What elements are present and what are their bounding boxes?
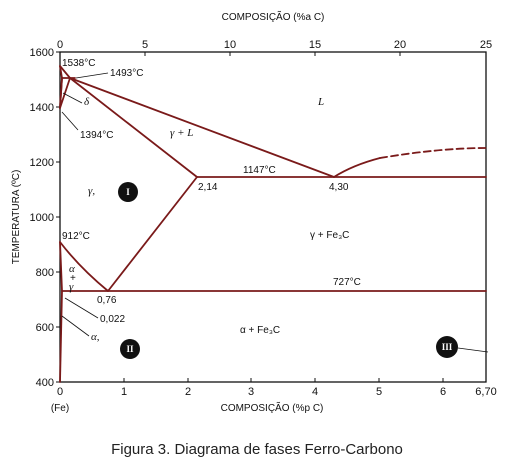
bottom-tick-label: 6,70 (475, 386, 496, 398)
leader-1493 (75, 72, 109, 79)
phase-alpha-gamma-g: γ (69, 281, 74, 293)
region-marker-1 (118, 182, 138, 202)
region-label-3: III (442, 342, 453, 352)
phase-L: L (317, 96, 324, 108)
solidus-line (69, 77, 198, 178)
leader-0022 (64, 297, 99, 319)
label-727: 727°C (333, 277, 361, 288)
region-label-1: I (126, 187, 130, 197)
bottom-tick-label: 2 (185, 386, 191, 398)
phase-gamma-L: γ + L (170, 127, 193, 139)
label-0022: 0,022 (100, 314, 125, 325)
delta-boundary-2 (59, 77, 63, 109)
bottom-tick-label: 0 (57, 386, 63, 398)
top-tick-label: 20 (394, 39, 406, 51)
phase-alpha-gamma-plus: + (70, 273, 76, 284)
leader-delta (62, 92, 83, 104)
label-912: 912°C (62, 231, 90, 242)
phase-alpha-gamma-a: α (69, 263, 75, 275)
bottom-axis-title: COMPOSIÇÃO (%p C) (221, 401, 324, 414)
figure-caption: Figura 3. Diagrama de fases Ferro-Carbon… (111, 441, 403, 458)
leader-1394 (61, 111, 79, 131)
label-1493: 1493°C (110, 68, 143, 79)
y-tick-label: 1200 (30, 157, 54, 169)
liquidus-dashed (379, 147, 487, 159)
region-label-2: II (126, 344, 134, 354)
a3-line (59, 241, 109, 292)
region-marker-3 (436, 336, 458, 358)
bottom-tick-label: 5 (376, 386, 382, 398)
gamma-upper-boundary (59, 77, 71, 109)
phase-alpha: α, (91, 331, 100, 343)
acm-line (107, 176, 198, 292)
label-1147: 1147°C (243, 165, 276, 176)
phase-gamma: γ, (88, 185, 95, 197)
label-214: 2,14 (198, 182, 218, 193)
top-tick-label: 15 (309, 39, 321, 51)
liquidus-line (59, 65, 335, 178)
y-tick-label: 600 (36, 322, 54, 334)
fe-c-phase-diagram: COMPOSIÇÃO (%a C) 0 5 10 15 20 25 400 60… (11, 10, 497, 414)
y-tick-label: 1600 (30, 47, 54, 59)
region-marker-2 (120, 339, 140, 359)
liquidus-hypereutectic (333, 157, 381, 178)
bottom-tick-label: 3 (248, 386, 254, 398)
bottom-tick-label: 1 (121, 386, 127, 398)
bottom-tick-label: 6 (440, 386, 446, 398)
top-axis-title: COMPOSIÇÃO (%a C) (222, 10, 325, 23)
region-3-pointer (457, 347, 489, 353)
top-tick-label: 5 (142, 39, 148, 51)
top-tick-label: 0 (57, 39, 63, 51)
phase-alpha-fe3c: α + Fe₃C (240, 325, 280, 336)
y-tick-label: 800 (36, 267, 54, 279)
label-delta: δ (84, 96, 90, 108)
phase-boundaries (59, 65, 487, 383)
label-076: 0,76 (97, 295, 117, 306)
y-tick-label: 400 (36, 377, 54, 389)
label-430: 4,30 (329, 182, 349, 193)
y-tick-label: 1000 (30, 212, 54, 224)
phase-gamma-fe3c: γ + Fe₃C (310, 230, 349, 241)
top-tick-label: 10 (224, 39, 236, 51)
fe-label: (Fe) (51, 403, 69, 414)
label-1538: 1538°C (62, 58, 95, 69)
left-axis-title: TEMPERATURA (ºC) (11, 170, 22, 265)
label-1394: 1394°C (80, 130, 113, 141)
y-tick-label: 1400 (30, 102, 54, 114)
bottom-tick-label: 4 (312, 386, 318, 398)
top-tick-label: 25 (480, 39, 492, 51)
leader-alpha (61, 315, 90, 337)
alpha-solvus (59, 290, 63, 383)
top-ticks (59, 52, 487, 56)
alpha-boundary (59, 241, 63, 292)
